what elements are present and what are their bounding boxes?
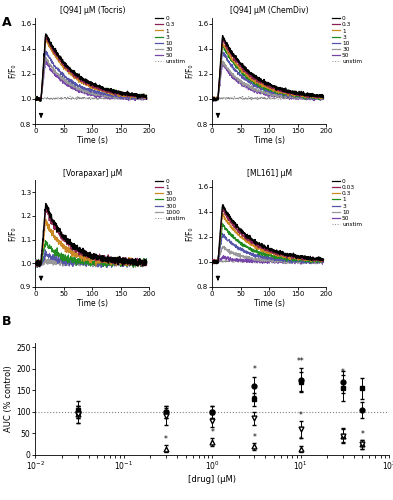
Y-axis label: F/F₀: F/F₀ [8,226,17,241]
Legend: 0, 0.03, 0.3, 1, 3, 10, 50, unstim: 0, 0.03, 0.3, 1, 3, 10, 50, unstim [332,179,362,227]
Y-axis label: AUC (% control): AUC (% control) [4,366,13,432]
X-axis label: [drug] (μM): [drug] (μM) [188,475,236,484]
Text: *: * [341,368,345,376]
Text: *: * [299,436,303,444]
Text: *: * [252,433,256,442]
Text: *: * [360,430,364,439]
X-axis label: Time (s): Time (s) [254,136,285,145]
Title: [Q94] μM (Tocris): [Q94] μM (Tocris) [60,6,125,16]
Legend: 0, 1, 30, 100, 300, 1000, unstim: 0, 1, 30, 100, 300, 1000, unstim [155,179,185,221]
Text: B: B [2,315,11,328]
X-axis label: Time (s): Time (s) [254,299,285,308]
X-axis label: Time (s): Time (s) [77,136,108,145]
Title: [ML161] μM: [ML161] μM [247,169,292,178]
Text: A: A [2,16,11,29]
Y-axis label: F/F₀: F/F₀ [8,64,17,78]
Text: *: * [299,410,303,420]
Title: [Q94] μM (ChemDiv): [Q94] μM (ChemDiv) [230,6,309,16]
Text: *: * [210,428,214,437]
X-axis label: Time (s): Time (s) [77,299,108,308]
Text: **: ** [297,356,305,366]
Legend: 0, 0.3, 1, 3, 10, 30, 50, unstim: 0, 0.3, 1, 3, 10, 30, 50, unstim [332,16,362,64]
Y-axis label: F/F₀: F/F₀ [185,64,194,78]
Y-axis label: F/F₀: F/F₀ [185,226,194,241]
Title: [Vorapaxar] μM: [Vorapaxar] μM [63,169,122,178]
Text: *: * [164,435,168,444]
Text: *: * [252,365,256,374]
Legend: 0, 0.3, 1, 3, 10, 30, 50, unstim: 0, 0.3, 1, 3, 10, 30, 50, unstim [155,16,185,64]
